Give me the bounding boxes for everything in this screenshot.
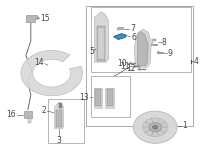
- Text: 16: 16: [6, 110, 16, 119]
- Text: 3: 3: [56, 136, 61, 145]
- Polygon shape: [42, 66, 61, 80]
- Text: 15: 15: [40, 14, 49, 23]
- Polygon shape: [105, 88, 114, 107]
- Polygon shape: [130, 62, 131, 64]
- Text: 6: 6: [131, 33, 136, 42]
- Circle shape: [153, 125, 158, 129]
- Polygon shape: [26, 15, 37, 22]
- Bar: [48, 100, 84, 143]
- Polygon shape: [95, 12, 108, 62]
- Polygon shape: [113, 34, 126, 40]
- Polygon shape: [94, 88, 102, 107]
- Polygon shape: [56, 110, 62, 127]
- Text: 5: 5: [90, 47, 94, 56]
- Polygon shape: [134, 66, 135, 67]
- Bar: [86, 6, 193, 126]
- Bar: [91, 76, 130, 117]
- Text: 7: 7: [130, 24, 135, 33]
- Polygon shape: [137, 31, 148, 66]
- Polygon shape: [37, 17, 39, 18]
- Text: 4: 4: [194, 57, 199, 66]
- Bar: [91, 7, 191, 72]
- Polygon shape: [107, 89, 113, 106]
- Polygon shape: [158, 51, 159, 54]
- Polygon shape: [152, 40, 156, 41]
- Text: 14: 14: [34, 58, 44, 67]
- Polygon shape: [117, 27, 124, 30]
- Polygon shape: [55, 102, 64, 129]
- Polygon shape: [95, 89, 101, 106]
- Circle shape: [133, 111, 177, 143]
- Polygon shape: [97, 26, 105, 61]
- Text: 13: 13: [79, 93, 89, 102]
- Polygon shape: [24, 111, 32, 118]
- Text: 12: 12: [126, 64, 136, 73]
- Polygon shape: [139, 68, 140, 70]
- Polygon shape: [98, 28, 104, 59]
- Text: 10: 10: [117, 59, 126, 68]
- Polygon shape: [21, 50, 83, 96]
- Circle shape: [149, 123, 161, 132]
- Text: 9: 9: [167, 49, 172, 58]
- Circle shape: [143, 118, 168, 137]
- Text: 2: 2: [41, 106, 46, 115]
- Polygon shape: [28, 118, 31, 123]
- Polygon shape: [134, 29, 151, 67]
- Text: 1: 1: [182, 121, 187, 130]
- Text: 11: 11: [120, 62, 130, 71]
- Polygon shape: [59, 103, 62, 108]
- Text: 8: 8: [162, 38, 166, 47]
